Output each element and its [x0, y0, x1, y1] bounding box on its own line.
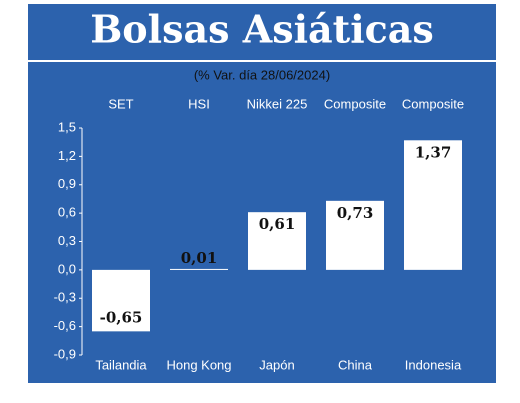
y-tick-label: 0,6	[58, 205, 76, 220]
index-name: Composite	[324, 96, 386, 111]
x-tick-label: Japón	[259, 357, 294, 372]
bar	[404, 140, 462, 270]
x-tick-label: Tailandia	[95, 357, 147, 372]
x-tick-label: Hong Kong	[166, 357, 231, 372]
value-label: 0,01	[181, 249, 218, 267]
index-name: HSI	[188, 96, 210, 111]
y-tick-label: -0,3	[54, 290, 76, 305]
y-tick-label: 0,3	[58, 233, 76, 248]
y-tick-label: 0,0	[58, 261, 76, 276]
y-tick-label: 1,5	[58, 119, 76, 134]
value-label: 0,73	[337, 204, 374, 222]
index-name: Nikkei 225	[247, 96, 308, 111]
y-tick-label: -0,9	[54, 346, 76, 361]
value-label: 0,61	[259, 215, 296, 233]
x-tick-label: Indonesia	[405, 357, 462, 372]
y-tick-label: 1,2	[58, 148, 76, 163]
value-label: -0,65	[100, 308, 143, 326]
index-name: SET	[108, 96, 133, 111]
x-tick-label: China	[338, 357, 373, 372]
y-tick-label: 0,9	[58, 176, 76, 191]
index-name: Composite	[402, 96, 464, 111]
value-label: 1,37	[415, 143, 452, 161]
bar	[248, 212, 306, 270]
bar	[170, 268, 228, 270]
chart-title: Bolsas Asiáticas	[90, 7, 434, 52]
bar	[326, 200, 384, 270]
bar	[92, 269, 150, 332]
chart-subtitle: (% Var. día 28/06/2024)	[194, 67, 330, 82]
y-tick-label: -0,6	[54, 318, 76, 333]
